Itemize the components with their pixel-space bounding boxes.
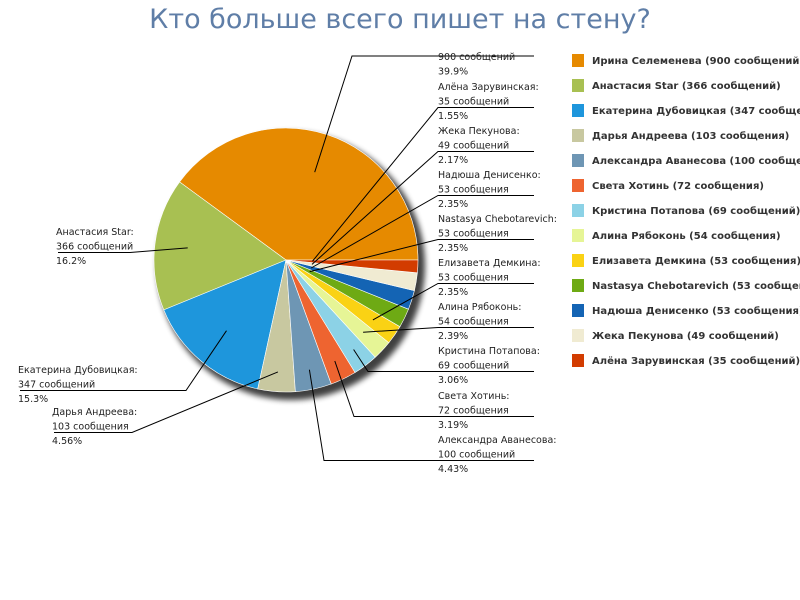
leader-line: [372, 283, 534, 321]
slice-label: 900 сообщений: [438, 52, 515, 63]
slice-label: Екатерина Дубовицкая:: [18, 365, 138, 376]
legend-swatch: [572, 54, 584, 67]
leader-line: [353, 349, 534, 372]
slice-label: 54 сообщения: [438, 317, 509, 328]
slice-label: Nastasya Chebotarevich:: [438, 214, 557, 225]
pie-slices: [153, 127, 419, 393]
legend-swatch: [572, 129, 584, 142]
legend-entry: Дарья Андреева (103 сообщения): [592, 130, 789, 142]
legend-entry: Nastasya Chebotarevich (53 сообщения): [592, 280, 800, 292]
slice-label: 39.9%: [438, 67, 468, 78]
legend-entry: Кристина Потапова (69 сообщений): [592, 205, 800, 217]
legend-swatch: [572, 254, 584, 267]
slice-label: Алёна Зарувинская:: [438, 82, 539, 93]
slice-label: Света Хотинь:: [438, 391, 510, 402]
leader-line: [312, 107, 534, 262]
legend-swatch: [572, 204, 584, 217]
leader-line: [309, 239, 534, 273]
slice-label: Елизавета Демкина:: [438, 258, 541, 269]
leader-lines: [20, 55, 534, 461]
legend-entry: Александра Аванесова (100 сообщений): [592, 155, 800, 167]
leader-line: [58, 247, 188, 253]
leader-line: [20, 330, 227, 391]
leader-line: [311, 151, 534, 265]
legend-entry: Света Хотинь (72 сообщения): [592, 180, 764, 192]
slice-labels: 900 сообщений 39.9% Анастасия Star: 366 соо…: [18, 52, 557, 475]
slice-label: 2.35%: [438, 199, 468, 210]
legend-entry: Алина Рябоконь (54 сообщения): [592, 230, 781, 242]
pie-slice: [163, 259, 287, 390]
legend-entry: Жека Пекунова (49 сообщений): [592, 330, 779, 342]
slice-label: 15.3%: [18, 394, 48, 405]
legend-swatch: [572, 104, 584, 117]
slice-label: 100 сообщений: [438, 450, 515, 461]
slice-label: 53 сообщения: [438, 185, 509, 196]
legend-entry: Надюша Денисенко (53 сообщения): [592, 305, 800, 317]
legend-swatch: [572, 329, 584, 342]
slice-label: 16.2%: [56, 256, 86, 267]
legend-swatch: [572, 154, 584, 167]
slice-label: 49 сообщений: [438, 141, 509, 152]
legend-swatch: [572, 279, 584, 292]
legend-swatch: [572, 79, 584, 92]
legend-swatch: [572, 354, 584, 367]
slice-label: Надюша Денисенко:: [438, 170, 541, 181]
slice-label: Анастасия Star:: [56, 227, 134, 238]
legend-swatch: [572, 229, 584, 242]
slice-label: 366 сообщений: [56, 242, 133, 253]
slice-label: Александра Аванесова:: [438, 435, 556, 446]
leader-line: [314, 55, 534, 173]
leader-line: [54, 371, 279, 433]
slice-label: 2.17%: [438, 155, 468, 166]
slice-label: 3.19%: [438, 420, 468, 431]
chart-title: Кто больше всего пишет на стену?: [149, 4, 651, 35]
leader-line: [310, 195, 534, 269]
slice-label: 4.56%: [52, 436, 82, 447]
slice-label: 53 сообщения: [438, 229, 509, 240]
slice-label: Дарья Андреева:: [52, 407, 137, 418]
slice-label: 3.06%: [438, 375, 468, 386]
slice-label: 53 сообщения: [438, 273, 509, 284]
slice-label: Алина Рябоконь:: [438, 302, 521, 313]
slice-label: 2.35%: [438, 287, 468, 298]
legend: Ирина Селеменева (900 сообщений) Анастаси…: [572, 54, 800, 367]
legend-entry: Ирина Селеменева (900 сообщений): [592, 55, 800, 67]
leader-line: [334, 360, 534, 417]
slice-label: 1.55%: [438, 111, 468, 122]
slice-label: 35 сообщений: [438, 97, 509, 108]
legend-entry: Анастасия Star (366 сообщений): [592, 80, 781, 92]
slice-label: 69 сообщений: [438, 361, 509, 372]
pie-slice: [153, 181, 287, 311]
legend-swatch: [572, 179, 584, 192]
leader-line: [363, 327, 534, 333]
slice-label: Жека Пекунова:: [438, 126, 520, 137]
leader-line: [308, 369, 534, 461]
slice-label: Кристина Потапова:: [438, 346, 540, 357]
legend-entry: Алёна Зарувинская (35 сообщений): [592, 355, 800, 367]
legend-entry: Елизавета Демкина (53 сообщения): [592, 255, 800, 267]
slice-label: 347 сообщений: [18, 380, 95, 391]
legend-swatch: [572, 304, 584, 317]
slice-label: 4.43%: [438, 464, 468, 475]
legend-entry: Екатерина Дубовицкая (347 сообщений): [592, 105, 800, 117]
slice-label: 2.35%: [438, 243, 468, 254]
slice-label: 2.39%: [438, 331, 468, 342]
slice-label: 72 сообщения: [438, 406, 509, 417]
slice-label: 103 сообщения: [52, 422, 129, 433]
